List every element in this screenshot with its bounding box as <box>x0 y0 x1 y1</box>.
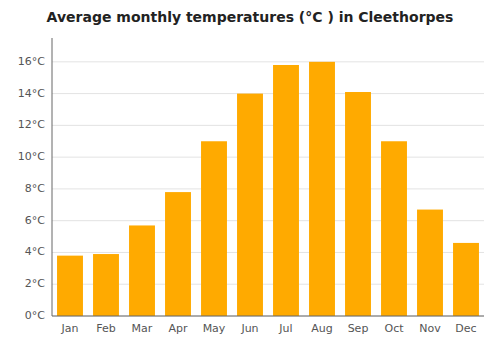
y-tick-label: 12°C <box>18 118 45 131</box>
bar <box>273 65 299 316</box>
y-axis: 0°C 2°C 4°C 6°C 8°C 10°C 12°C 14°C 16°C <box>18 55 45 322</box>
chart-svg: 0°C 2°C 4°C 6°C 8°C 10°C 12°C 14°C 16°C Jan Feb Mar… <box>0 0 500 350</box>
x-tick-label: Feb <box>96 322 115 335</box>
bar <box>165 192 191 316</box>
bar <box>309 62 335 316</box>
y-tick-label: 6°C <box>25 214 45 227</box>
bar <box>201 141 227 316</box>
chart-container: 0°C 2°C 4°C 6°C 8°C 10°C 12°C 14°C 16°C Jan Feb Mar… <box>0 0 500 350</box>
x-tick-label: Jul <box>278 322 292 335</box>
bar <box>381 141 407 316</box>
bars <box>57 62 479 316</box>
x-tick-label: Aug <box>311 322 332 335</box>
x-tick-label: Mar <box>132 322 153 335</box>
grid-line <box>52 188 484 189</box>
bar <box>453 243 479 316</box>
bar <box>345 92 371 316</box>
x-tick-label: Apr <box>168 322 188 335</box>
x-axis: Jan Feb Mar Apr May Jun Jul Aug Sep Oct Nov Dec <box>61 322 477 335</box>
grid <box>52 62 484 316</box>
grid-line <box>52 93 484 94</box>
x-tick-label: May <box>203 322 226 335</box>
y-tick-label: 8°C <box>25 182 45 195</box>
bar <box>93 254 119 316</box>
x-axis-line <box>52 316 484 317</box>
bar <box>237 94 263 316</box>
bar <box>129 225 155 316</box>
grid-line <box>52 125 484 126</box>
x-tick-label: Jun <box>240 322 258 335</box>
grid-line <box>52 61 484 62</box>
y-tick-label: 0°C <box>25 309 45 322</box>
y-tick-label: 14°C <box>18 87 45 100</box>
y-tick-label: 2°C <box>25 277 45 290</box>
grid-line <box>52 316 484 317</box>
x-tick-label: Oct <box>384 322 404 335</box>
bar <box>57 256 83 316</box>
x-tick-label: Dec <box>455 322 476 335</box>
grid-line <box>52 157 484 158</box>
y-tick-label: 4°C <box>25 245 45 258</box>
x-tick-label: Nov <box>419 322 441 335</box>
title: Average monthly temperatures (°C ) in Cl… <box>47 9 454 25</box>
bar <box>417 210 443 316</box>
y-tick-label: 10°C <box>18 150 45 163</box>
y-tick-label: 16°C <box>18 55 45 68</box>
y-axis-line <box>52 38 53 316</box>
x-tick-label: Sep <box>348 322 369 335</box>
x-tick-label: Jan <box>61 322 79 335</box>
